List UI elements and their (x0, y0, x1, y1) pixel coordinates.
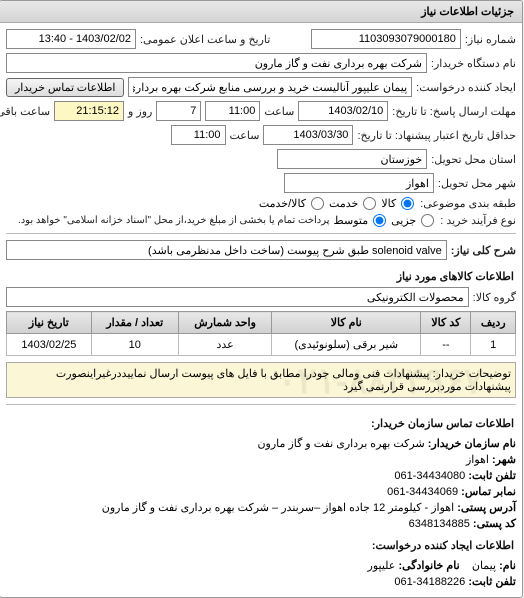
process-radio-group: جزیی متوسط (335, 214, 438, 227)
phone-label: تلفن ثابت: (469, 470, 517, 482)
phone-line: تلفن ثابت: 061-34434080 (7, 469, 517, 482)
req-number-input[interactable] (312, 29, 462, 49)
contact-button[interactable]: اطلاعات تماس خریدار (7, 78, 125, 97)
need-desc-label: شرح کلی نیاز: (452, 244, 517, 257)
creator-label: ایجاد کننده درخواست: (417, 81, 517, 94)
deadline-hour-input[interactable] (206, 101, 261, 121)
contact-section-title: اطلاعات تماس سازمان خریدار: (7, 411, 517, 434)
org-label: نام سازمان خریدار: (429, 438, 517, 450)
family-label: نام خانوادگی: (399, 560, 460, 572)
goods-group-input[interactable] (7, 287, 470, 307)
th-3: واحد شمارش (179, 312, 272, 334)
process-medium-label: متوسط (335, 214, 370, 227)
budget-both-label: کالا/خدمت (260, 197, 307, 210)
org-line: نام سازمان خریدار: شرکت بهره برداری نفت … (7, 437, 517, 450)
deadline-hour-label: ساعت (265, 105, 295, 118)
name-label: نام: (500, 560, 517, 572)
tel-label: تلفن ثابت: (469, 576, 517, 588)
cell: 10 (92, 334, 179, 356)
budget-radio-group: کالا خدمت کالا/خدمت (260, 197, 417, 210)
remaining-input (55, 101, 125, 121)
budget-both-radio[interactable] (312, 197, 325, 210)
table-row[interactable]: 1 -- شیر برقی (سلونوئیدی) عدد 10 1403/02… (8, 334, 517, 356)
validity-hour-input[interactable] (172, 125, 227, 145)
th-0: ردیف (472, 312, 517, 334)
process-text: پرداخت تمام یا بخشی از مبلغ خرید،از محل … (19, 215, 331, 226)
budget-goods-radio[interactable] (402, 197, 415, 210)
validity-label: حداقل تاریخ اعتبار پیشنهاد: تا تاریخ: (358, 129, 517, 142)
fax-value: 061-34434069 (388, 486, 459, 498)
family-value: علیپور (369, 560, 397, 572)
validity-date-input[interactable] (264, 125, 354, 145)
province-label: استان محل تحویل: (432, 153, 517, 166)
deadline-date-input[interactable] (299, 101, 389, 121)
tel-line: تلفن ثابت: 061-34188226 (7, 575, 517, 588)
addr-line: آدرس پستی: اهواز - کیلومتر 12 جاده اهواز… (7, 501, 517, 514)
panel-title: جزئیات اطلاعات نیاز (1, 1, 523, 23)
deadline-label: مهلت ارسال پاسخ: تا تاریخ: (393, 105, 517, 118)
need-desc-input[interactable] (7, 240, 448, 260)
budget-service-label: خدمت (330, 197, 359, 210)
addr-label: آدرس پستی: (458, 502, 517, 514)
creator-section-title: اطلاعات ایجاد کننده درخواست: (7, 533, 517, 556)
announce-label: تاریخ و ساعت اعلان عمومی: (141, 33, 271, 46)
province-input[interactable] (278, 149, 428, 169)
name-value: پیمان (473, 560, 497, 572)
process-label: نوع فرآیند خرید : (441, 214, 517, 227)
contact-city-line: شهر: اهواز (7, 453, 517, 466)
post-label: کد پستی: (474, 518, 517, 530)
days-input[interactable] (157, 101, 202, 121)
city-input[interactable] (285, 173, 435, 193)
announce-input[interactable] (7, 29, 137, 49)
th-4: تعداد / مقدار (92, 312, 179, 334)
fax-line: نمابر تماس: 061-34434069 (7, 485, 517, 498)
th-2: نام کالا (273, 312, 422, 334)
process-partial-radio[interactable] (422, 214, 435, 227)
post-line: کد پستی: 6348134885 (7, 517, 517, 530)
contact-city-label: شهر: (493, 454, 517, 466)
process-medium-radio[interactable] (374, 214, 387, 227)
budget-service-radio[interactable] (364, 197, 377, 210)
buyer-label: نام دستگاه خریدار: (432, 57, 517, 70)
process-partial-label: جزیی (392, 214, 417, 227)
goods-section-title: اطلاعات کالاهای مورد نیاز (7, 264, 517, 287)
goods-group-label: گروه کالا: (474, 291, 517, 304)
buyer-note: توضیحات خریدار: پیشنهادات فنی ومالی جودر… (7, 362, 517, 398)
addr-value: اهواز - کیلومتر 12 جاده اهواز –سربندر – … (103, 502, 455, 514)
contact-city-value: اهواز (467, 454, 490, 466)
fax-label: نمابر تماس: (462, 486, 517, 498)
cell: 1403/02/25 (8, 334, 93, 356)
org-value: شرکت بهره برداری نفت و گاز مارون (258, 438, 425, 450)
name-line: نام: پیمان نام خانوادگی: علیپور (7, 559, 517, 572)
remaining-label: ساعت باقی مانده (0, 105, 51, 118)
goods-table: ردیف کد کالا نام کالا واحد شمارش تعداد /… (7, 311, 517, 356)
main-panel: جزئیات اطلاعات نیاز شماره نیاز: تاریخ و … (0, 0, 524, 598)
creator-input[interactable] (129, 77, 413, 97)
phone-value: 061-34434080 (395, 470, 466, 482)
buyer-input[interactable] (7, 53, 428, 73)
city-label: شهر محل تحویل: (439, 177, 517, 190)
post-value: 6348134885 (410, 518, 471, 530)
req-number-label: شماره نیاز: (466, 33, 517, 46)
validity-hour-label: ساعت (231, 129, 261, 142)
th-5: تاریخ نیاز (8, 312, 93, 334)
days-label: روز و (129, 105, 153, 118)
cell: عدد (179, 334, 272, 356)
cell: شیر برقی (سلونوئیدی) (273, 334, 422, 356)
budget-label: طبقه بندی موضوعی: (421, 197, 517, 210)
th-1: کد کالا (422, 312, 472, 334)
cell: 1 (472, 334, 517, 356)
tel-value: 061-34188226 (395, 576, 466, 588)
cell: -- (422, 334, 472, 356)
budget-goods-label: کالا (382, 197, 397, 210)
